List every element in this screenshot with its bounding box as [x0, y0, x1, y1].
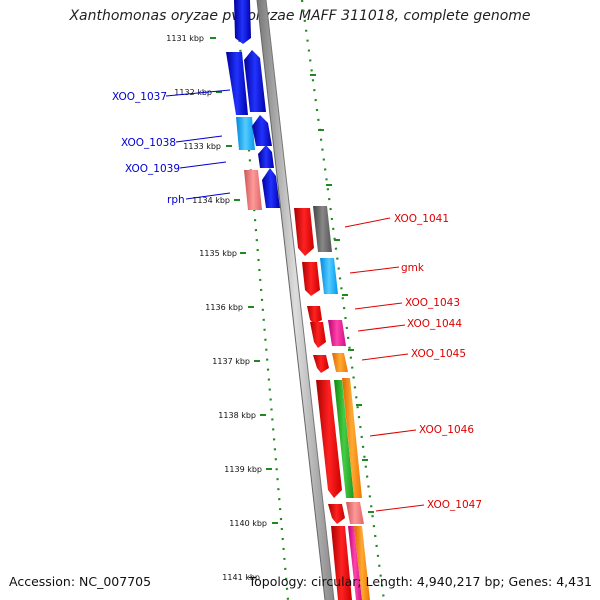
- gene-label-xoo-1047[interactable]: XOO_1047: [427, 499, 482, 511]
- gene-arrow: [234, 0, 251, 44]
- gene-label-rph[interactable]: rph: [167, 194, 185, 206]
- gene-arrow-xoo-1043: [307, 306, 322, 324]
- gene-arrow-xoo-1047: [328, 504, 345, 524]
- gene-label-xoo-1044[interactable]: XOO_1044: [407, 318, 462, 330]
- topology-text: Topology: circular; Length: 4,940,217 bp…: [248, 574, 592, 589]
- tick-label: 1139 kbp: [224, 465, 262, 474]
- gene-label-xoo-1041[interactable]: XOO_1041: [394, 213, 449, 225]
- gene-arrow-xoo-1038: [236, 117, 255, 150]
- gene-arrow: [332, 353, 348, 372]
- gene-arrow-xoo-1044: [310, 322, 326, 348]
- gene-label-xoo-1045[interactable]: XOO_1045: [411, 348, 466, 360]
- gene-arrow: [328, 320, 346, 346]
- gene-label-xoo-1037[interactable]: XOO_1037: [112, 91, 167, 103]
- gene-label-xoo-1046[interactable]: XOO_1046: [419, 424, 474, 436]
- tick-label: 1140 kbp: [229, 519, 267, 528]
- gene-arrow-gmk: [302, 262, 320, 296]
- tick-label: 1134 kbp: [192, 196, 230, 205]
- gene-arrow-xoo-1041: [294, 208, 314, 256]
- tick-label: 1138 kbp: [218, 411, 256, 420]
- gene-arrow: [258, 145, 274, 168]
- gene-labels: XOO_1037 XOO_1038 XOO_1039 rph XOO_1041 …: [112, 91, 482, 511]
- right-ruler: [300, 0, 386, 600]
- gene-label-xoo-1038[interactable]: XOO_1038: [121, 137, 176, 149]
- gene-arrow-xoo-1046: [316, 380, 342, 498]
- gene-arrow: [252, 115, 272, 146]
- gene-label-gmk[interactable]: gmk: [401, 262, 425, 274]
- genome-backbone: [256, 0, 335, 600]
- gene-features-right: [294, 206, 370, 600]
- tick-label: 1141 kbp: [222, 573, 260, 582]
- gene-arrow: [334, 380, 354, 498]
- label-leaders: [165, 89, 425, 512]
- gene-arrow: [313, 206, 332, 252]
- gene-arrow-rph: [244, 170, 262, 210]
- tick-label: 1132 kbp: [174, 88, 212, 97]
- gene-arrow: [320, 258, 338, 294]
- gene-arrow-xoo-1045: [313, 355, 329, 373]
- gene-features-left: [226, 0, 280, 210]
- tick-label: 1135 kbp: [199, 249, 237, 258]
- genome-title: Xanthomonas oryzae pv. oryzae MAFF 31101…: [69, 8, 531, 24]
- gene-label-xoo-1039[interactable]: XOO_1039: [125, 163, 180, 175]
- gene-arrow: [331, 526, 352, 600]
- gene-arrow: [342, 378, 362, 498]
- gene-arrow: [346, 502, 364, 524]
- tick-label: 1136 kbp: [205, 303, 243, 312]
- gene-arrow: [348, 526, 362, 600]
- gene-arrow-xoo-1037: [226, 52, 248, 115]
- gene-arrow: [354, 526, 370, 600]
- tick-label: 1131 kbp: [166, 34, 204, 43]
- gene-arrow: [244, 50, 266, 112]
- gene-arrow: [262, 168, 280, 208]
- kbp-ticks: 1131 kbp 1132 kbp 1133 kbp 1134 kbp 1135…: [166, 34, 374, 582]
- gene-label-xoo-1043[interactable]: XOO_1043: [405, 297, 460, 309]
- accession-text: Accession: NC_007705: [9, 574, 152, 589]
- tick-label: 1137 kbp: [212, 357, 250, 366]
- tick-label: 1133 kbp: [183, 142, 221, 151]
